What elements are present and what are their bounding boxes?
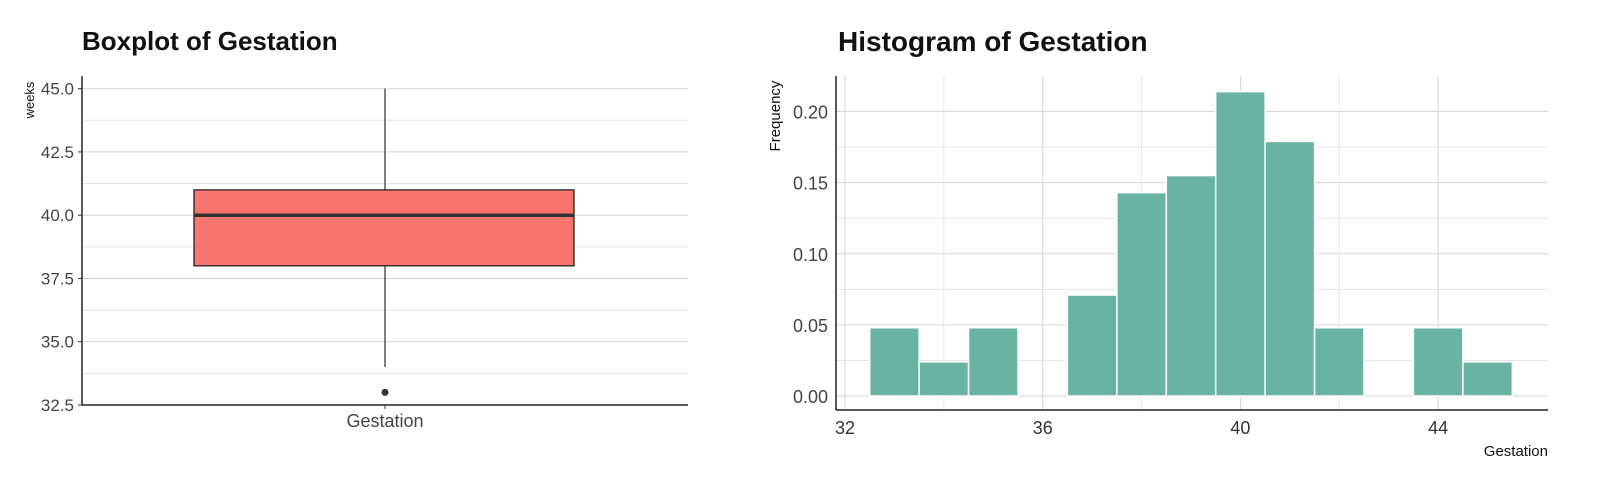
histogram-svg: 0.00 0.05 0.10 0.15 0.20 32 36 40 44 Frequency Ges… xyxy=(767,76,1548,460)
y-tick-label: 40.0 xyxy=(41,206,74,225)
boxplot-svg: 32.5 35.0 37.5 40.0 42.5 45.0 Gestation weeks xyxy=(22,76,688,431)
y-tick-label: 0.05 xyxy=(793,316,828,336)
x-tick-label: 32 xyxy=(835,418,855,438)
x-tick-label: 40 xyxy=(1230,418,1250,438)
y-tick-label: 35.0 xyxy=(41,333,74,352)
histogram-bar xyxy=(1165,174,1217,397)
histogram-bar xyxy=(1412,326,1464,397)
x-category-label: Gestation xyxy=(346,411,423,431)
x-tick-label: 36 xyxy=(1033,418,1053,438)
y-axis-title: Frequency xyxy=(767,80,784,151)
y-tick-label: 37.5 xyxy=(41,269,74,288)
boxplot-title: Boxplot of Gestation xyxy=(82,26,338,56)
histogram-bar xyxy=(918,361,970,397)
y-tick-label: 0.00 xyxy=(793,387,828,407)
y-tick-label: 0.10 xyxy=(793,245,828,265)
y-axis-title: weeks xyxy=(22,81,37,119)
x-tick-label: 44 xyxy=(1428,418,1448,438)
y-tick-label: 45.0 xyxy=(41,80,74,99)
outlier-point xyxy=(381,388,389,396)
histogram-bar xyxy=(1214,90,1266,397)
y-tick-label: 0.20 xyxy=(793,103,828,123)
boxplot-chart: Boxplot of Gestation 32.5 35.0 37.5 40.0 42.… xyxy=(0,0,760,486)
y-tick-label: 32.5 xyxy=(41,396,74,415)
histogram-bar xyxy=(868,326,920,397)
histogram-bar xyxy=(1116,191,1168,397)
y-tick-label: 42.5 xyxy=(41,143,74,162)
y-tick-label: 0.15 xyxy=(793,174,828,194)
histogram-bar xyxy=(1066,294,1118,397)
histogram-bar xyxy=(1462,361,1514,397)
x-axis-title: Gestation xyxy=(1484,443,1548,460)
histogram-title: Histogram of Gestation xyxy=(838,26,1148,57)
histogram-chart: Histogram of Gestation 0.00 0.05 0.10 0.15 0… xyxy=(760,0,1602,486)
histogram-bar xyxy=(1313,326,1365,397)
histogram-bar xyxy=(1264,140,1316,397)
box-iqr xyxy=(193,189,575,267)
histogram-bar xyxy=(967,326,1019,397)
